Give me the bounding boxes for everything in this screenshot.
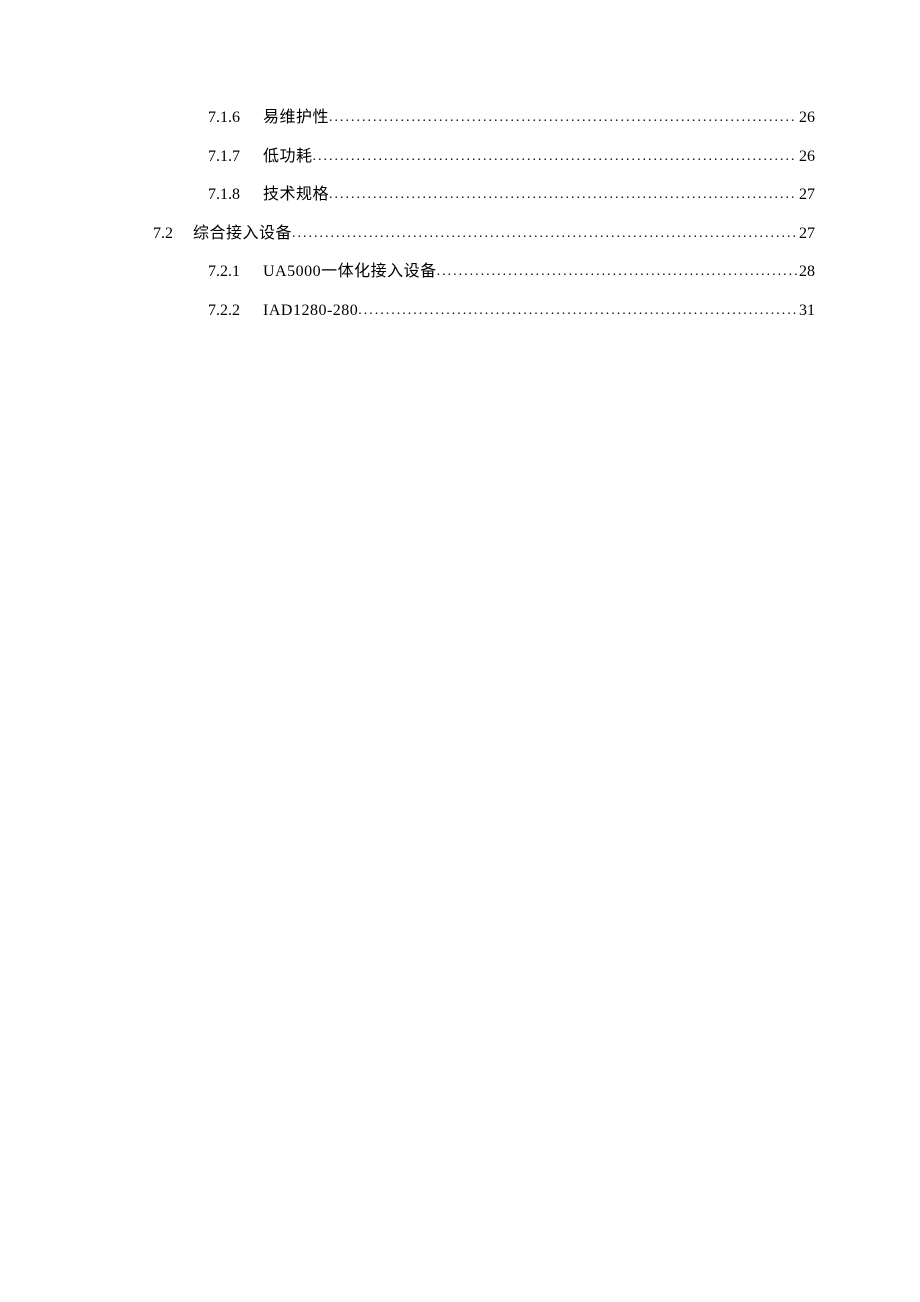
toc-number: 7.2.2	[208, 298, 263, 324]
toc-number: 7.1.6	[208, 105, 263, 131]
toc-number: 7.1.8	[208, 182, 263, 208]
toc-page: 31	[797, 298, 815, 324]
toc-entry: 7.2 综合接入设备 27	[153, 221, 815, 247]
toc-title: 易维护性	[263, 105, 329, 131]
toc-number: 7.2	[153, 221, 193, 247]
toc-entry: 7.1.6 易维护性 26	[208, 105, 815, 131]
toc-title: 综合接入设备	[193, 221, 292, 247]
toc-page: 28	[797, 259, 815, 285]
toc-entry: 7.2.2 IAD1280-280 31	[208, 298, 815, 324]
toc-entry: 7.1.7 低功耗 26	[208, 144, 815, 170]
toc-entry: 7.2.1 UA5000一体化接入设备 28	[208, 259, 815, 285]
toc-page: 26	[797, 144, 815, 170]
toc-title: 技术规格	[263, 182, 329, 208]
toc-title: IAD1280-280	[263, 298, 358, 324]
toc-dots	[437, 261, 797, 283]
toc-page: 27	[797, 221, 815, 247]
toc-number: 7.2.1	[208, 259, 263, 285]
toc-entry: 7.1.8 技术规格 27	[208, 182, 815, 208]
toc-dots	[358, 300, 797, 322]
toc-title: UA5000一体化接入设备	[263, 259, 437, 285]
toc-page: 26	[797, 105, 815, 131]
toc-page: 27	[797, 182, 815, 208]
toc-dots	[329, 184, 797, 206]
toc-dots	[292, 223, 797, 245]
toc-number: 7.1.7	[208, 144, 263, 170]
toc-title: 低功耗	[263, 144, 313, 170]
toc-dots	[329, 107, 797, 129]
table-of-contents: 7.1.6 易维护性 26 7.1.7 低功耗 26 7.1.8 技术规格 27…	[153, 105, 815, 324]
toc-dots	[313, 146, 797, 168]
